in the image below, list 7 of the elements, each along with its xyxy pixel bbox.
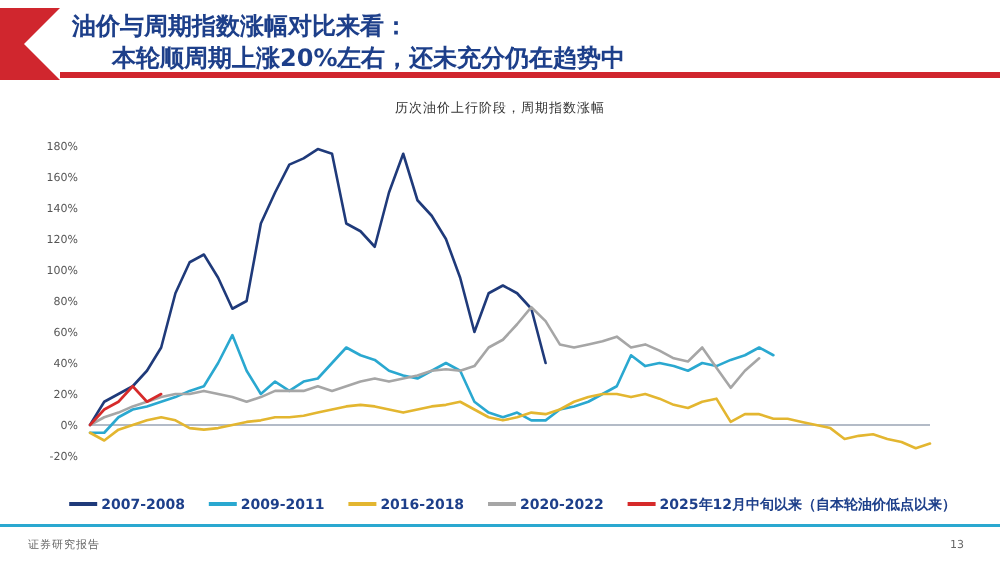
line-series: [88, 305, 761, 427]
chart-title: 油价与周期指数涨幅对比来看：: [70, 12, 408, 40]
line-series: [88, 384, 163, 427]
line-series: [88, 147, 547, 427]
chart-subtitle: 本轮顺周期上涨20%左右，还未充分仍在趋势中: [110, 44, 626, 72]
line-series: [88, 333, 775, 435]
line-series: [88, 392, 932, 450]
